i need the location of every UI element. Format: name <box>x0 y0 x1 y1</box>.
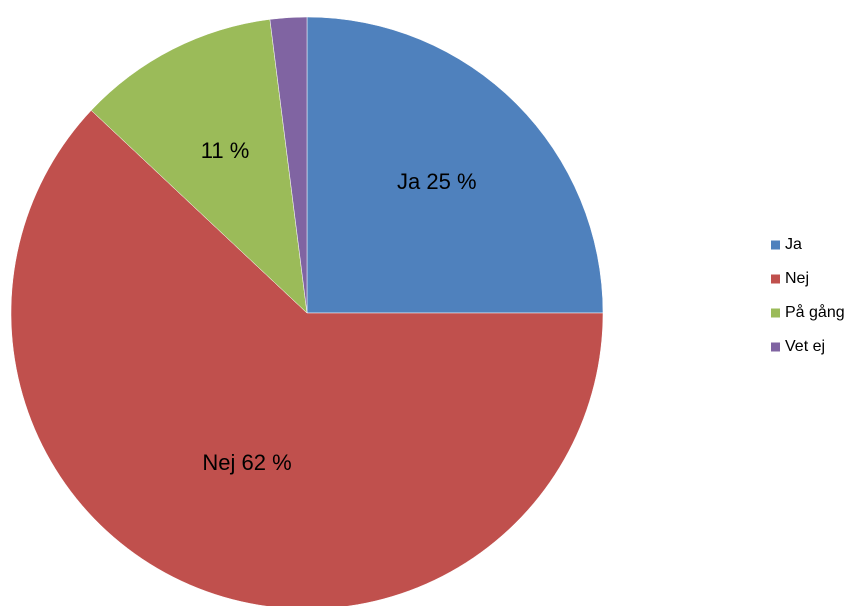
legend-swatch-ja <box>771 240 780 250</box>
pie-slice-nej <box>10 110 604 606</box>
pie-slice-pa-gang <box>90 19 308 314</box>
pie-slice-ja <box>306 16 604 314</box>
legend-label-vet-ej: Vet ej <box>785 338 825 355</box>
legend-label-ja: Ja <box>785 236 802 253</box>
slice-label-nej: Nej 62 % <box>202 450 291 475</box>
legend-item-ja: Ja <box>771 236 802 253</box>
legend-swatch-pa-gang <box>771 308 780 318</box>
legend: Ja Nej På gång Vet ej <box>771 236 845 355</box>
legend-swatch-nej <box>771 274 780 284</box>
pie-slice-labels: Ja 25 % Nej 62 % 11 % <box>201 138 477 475</box>
legend-label-nej: Nej <box>785 270 809 287</box>
legend-item-pa-gang: På gång <box>771 303 845 321</box>
slice-label-pa-gang: 11 % <box>201 138 250 163</box>
pie-slices <box>10 16 604 606</box>
legend-swatch-vet-ej <box>771 342 780 352</box>
legend-item-vet-ej: Vet ej <box>771 338 825 355</box>
pie-slice-vet-ej <box>269 16 308 314</box>
legend-item-nej: Nej <box>771 270 809 287</box>
legend-label-pa-gang: På gång <box>785 303 845 321</box>
slice-label-ja: Ja 25 % <box>397 169 477 194</box>
